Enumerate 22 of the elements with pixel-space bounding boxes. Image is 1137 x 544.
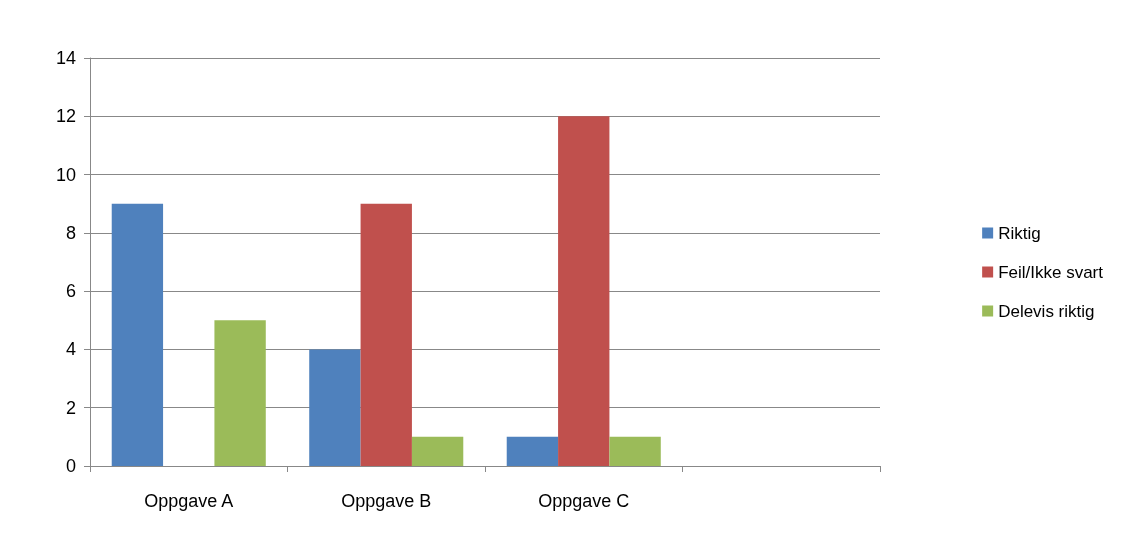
y-tick-label: 12 xyxy=(55,106,76,127)
bar xyxy=(360,203,412,466)
legend-label: Riktig xyxy=(998,223,1041,243)
bar xyxy=(411,436,464,466)
y-tick-label: 10 xyxy=(55,164,76,185)
y-tick-label: 14 xyxy=(55,48,76,68)
bar xyxy=(309,349,361,466)
y-tick-label: 0 xyxy=(65,456,76,476)
bar xyxy=(111,203,164,466)
y-tick-label: 6 xyxy=(65,281,76,302)
x-tick-label: Oppgave C xyxy=(538,491,630,511)
bar xyxy=(609,436,661,466)
bar xyxy=(214,320,266,466)
y-tick-label: 8 xyxy=(65,222,76,243)
bar xyxy=(558,116,610,466)
x-tick-label: Oppgave A xyxy=(144,491,234,511)
y-tick-label: 2 xyxy=(65,397,76,418)
x-tick-label: Oppgave B xyxy=(341,491,432,511)
y-tick-label: 4 xyxy=(65,339,76,360)
bar xyxy=(506,436,559,466)
legend-label: Delevis riktig xyxy=(998,301,1095,321)
legend-label: Feil/Ikke svart xyxy=(998,262,1104,282)
